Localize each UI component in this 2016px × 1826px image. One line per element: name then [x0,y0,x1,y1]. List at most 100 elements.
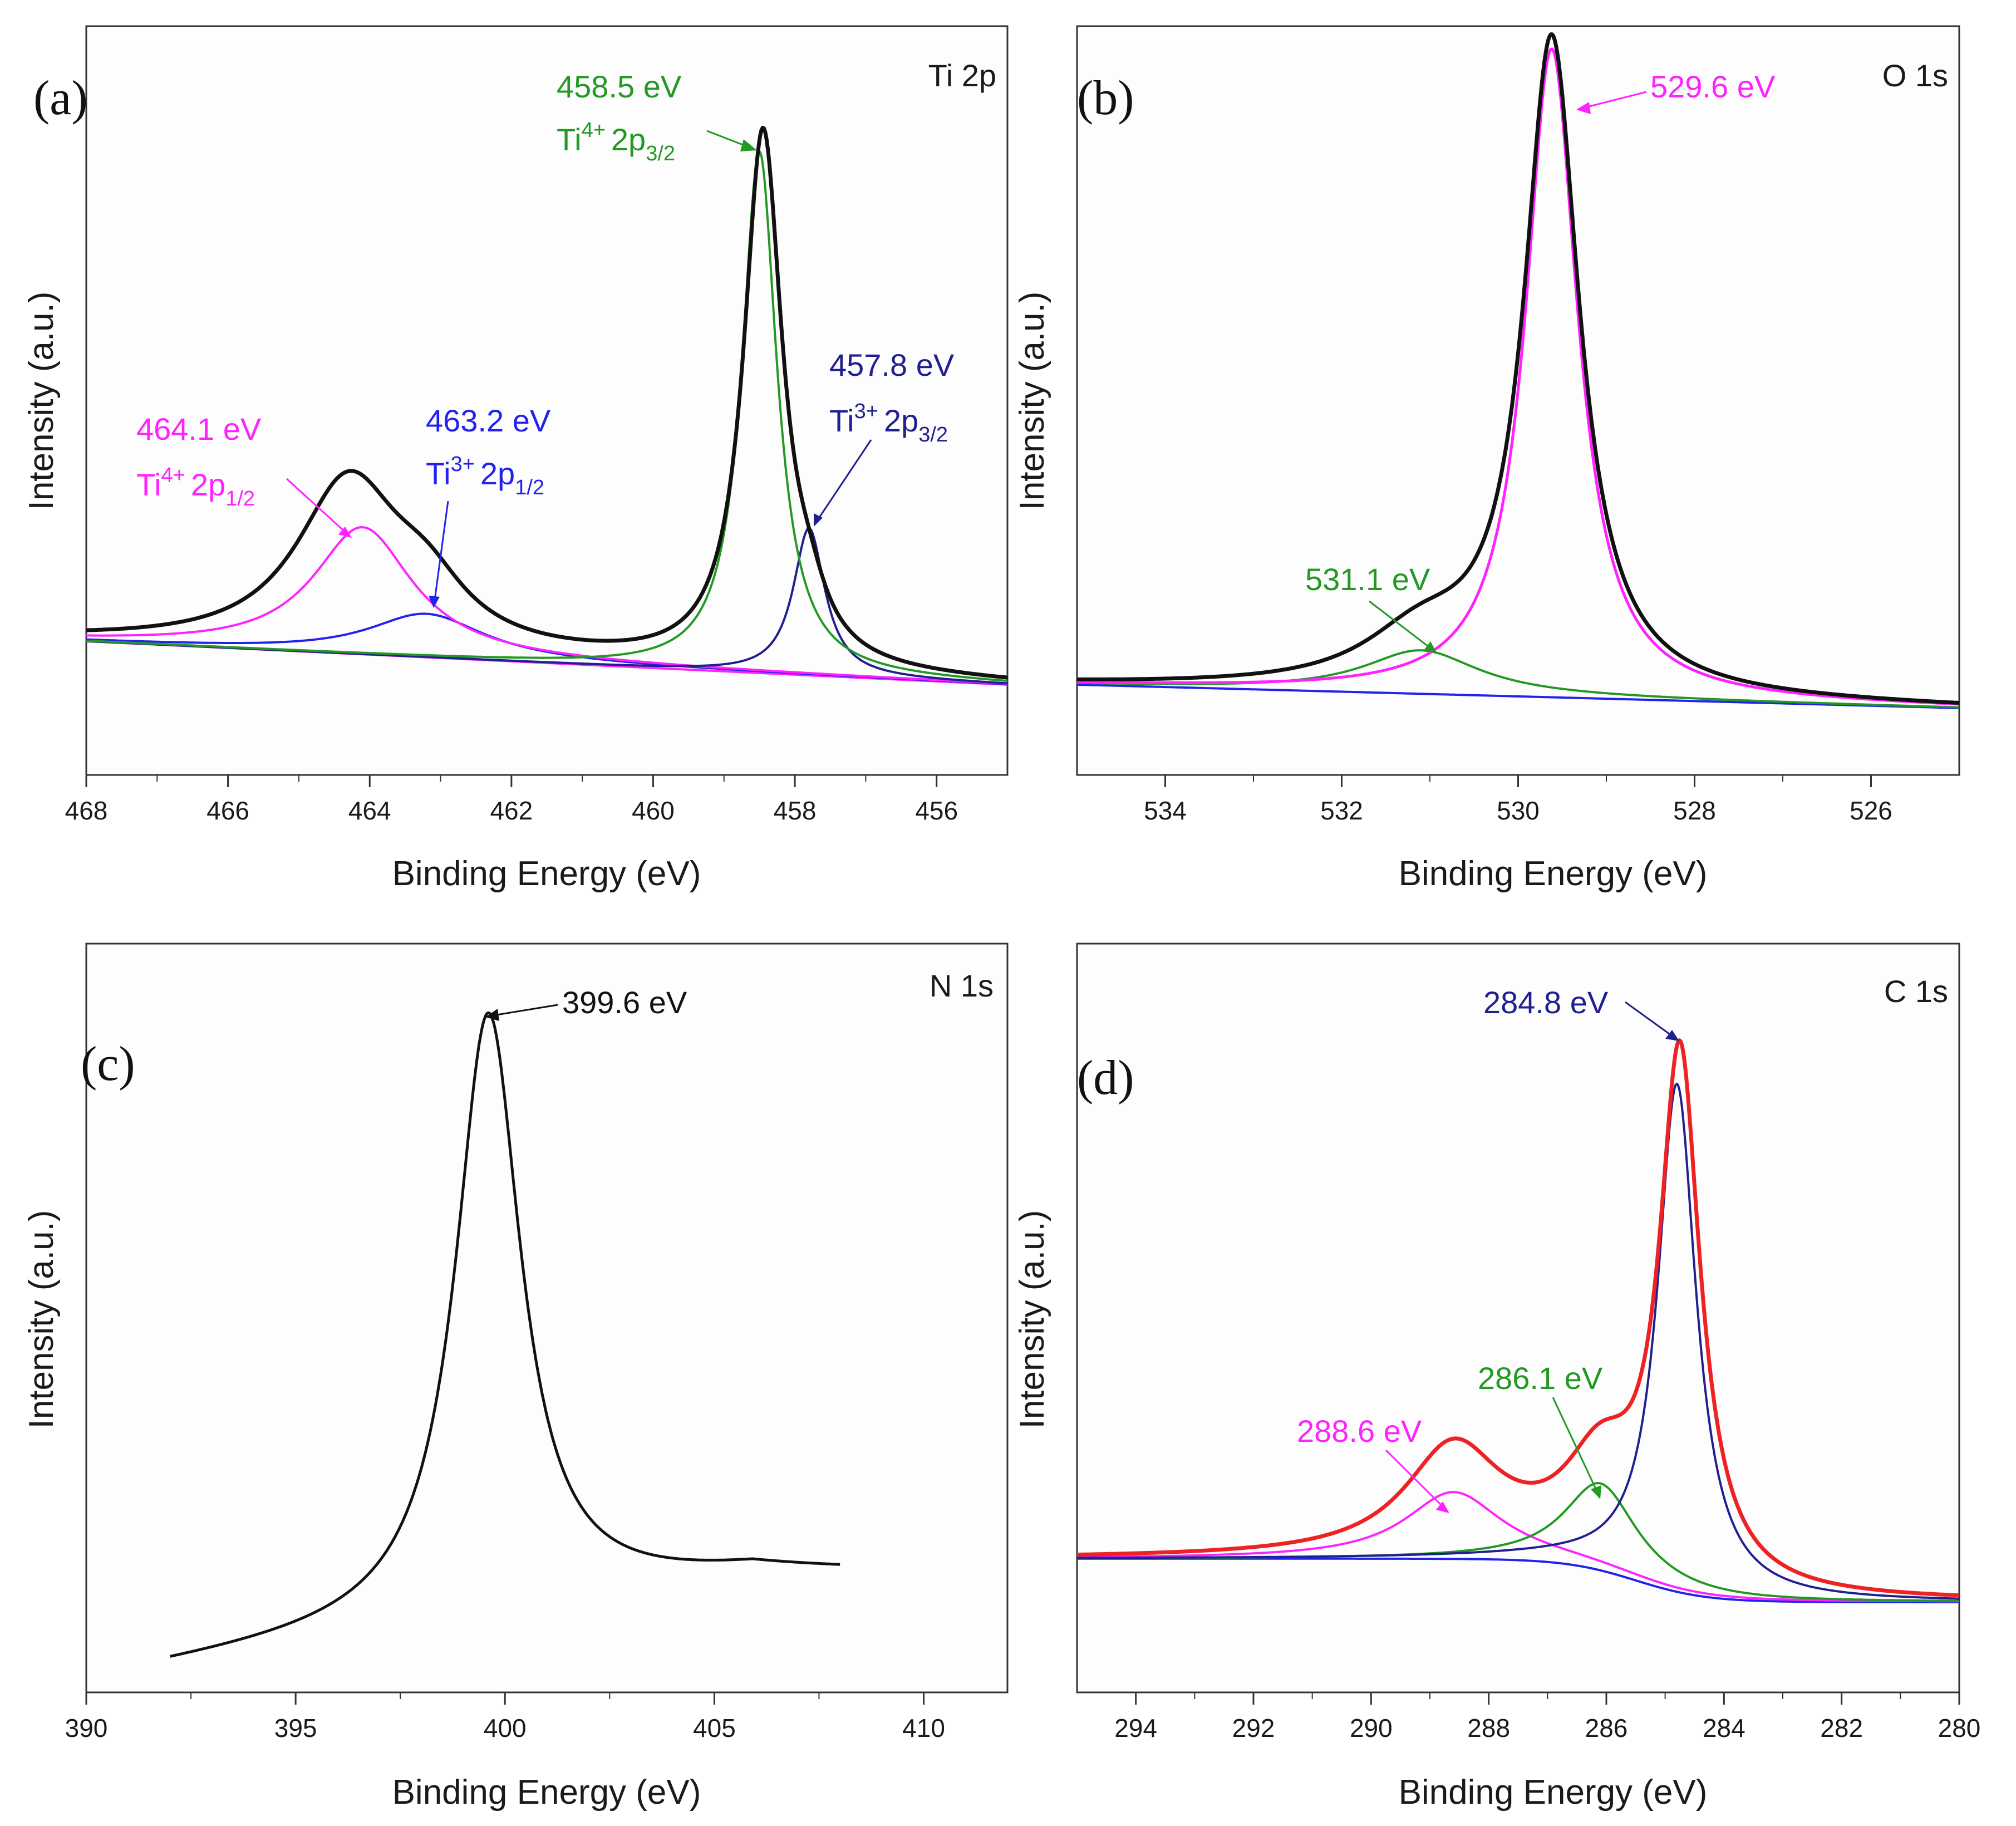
panel-a-annotation-463-2: 463.2 eV Ti3+ 2p1/2 [426,403,551,608]
species-ion: Ti [426,456,451,491]
annotation-arrowhead [1436,1501,1449,1513]
series-n-1s [169,1011,840,1658]
panel-b-x-ticks: 534 532 530 528 526 [1144,775,1892,825]
panel-a-curves [85,125,1009,686]
panel-c-x-ticks: 390 395 400 405 410 [65,1692,945,1742]
species-subshell: 3/2 [918,423,948,446]
panel-c-letter: (c) [81,1037,135,1091]
panel-d-x-ticks: 294 292 290 288 286 284 282 280 [1114,1692,1980,1742]
species-orbital: 2p [191,467,225,502]
series-background [1077,1557,1959,1603]
species-ion: Ti [829,403,854,438]
annotation-value: 286.1 eV [1478,1361,1603,1396]
annotation-arrow [1369,600,1434,651]
panel-d-x-axis-title: Binding Energy (eV) [1399,1773,1708,1812]
panel-d-letter: (d) [1077,1051,1134,1105]
x-tick-label: 294 [1114,1714,1157,1742]
x-tick-label: 286 [1585,1714,1628,1742]
x-tick-label: 456 [915,796,958,825]
panel-d-annotation-284-8: 284.8 eV [1483,985,1679,1041]
panel-d-frame [1076,943,1960,1694]
panel-b-letter: (b) [1077,71,1134,125]
annotation-arrowhead [1424,641,1437,654]
species-charge: 3+ [451,453,475,476]
annotation-value: 399.6 eV [562,985,687,1020]
species-charge: 3+ [854,400,878,423]
annotation-arrow [489,1004,558,1017]
panel-d-y-axis-title: Intensity (a.u.) [1013,1210,1051,1429]
panel-a-x-ticks: 468 466 464 462 460 458 456 [65,775,958,825]
x-tick-label: 528 [1673,796,1716,825]
annotation-value: 288.6 eV [1297,1413,1422,1449]
panel-a-element-label: Ti 2p [928,58,996,93]
annotation-arrow [1552,1397,1600,1495]
panel-b: 534 532 530 528 526 (b) O 1s Binding Energy … [1013,25,1960,893]
series-ti4-2p1-2 [86,526,1008,685]
annotation-value: 458.5 eV [557,69,682,104]
x-tick-label: 466 [206,796,249,825]
annotation-arrow [1385,1449,1447,1511]
x-tick-label: 290 [1350,1714,1393,1742]
series-284-8-ev-component [1077,1082,1960,1600]
species-orbital: 2p [611,122,646,157]
panel-c: 390 395 400 405 410 (c) N 1s Binding Energy … [22,943,1009,1812]
annotation-arrowhead [814,513,823,527]
x-tick-label: 526 [1850,796,1892,825]
panel-a-annotation-464-1: 464.1 eV Ti4+ 2p1/2 [136,411,352,538]
panel-c-annotation-399-6: 399.6 eV [485,985,687,1021]
species-subshell: 1/2 [225,487,255,511]
series-envelope [1076,32,1960,705]
annotation-arrowhead [485,1009,499,1021]
annotation-arrow [433,500,449,605]
annotation-arrowhead [1576,102,1591,114]
x-tick-label: 405 [693,1714,736,1742]
series-288-6-ev-component [1076,1491,1959,1603]
series-background [1077,683,1959,709]
x-tick-label: 400 [484,1714,527,1742]
annotation-value: 284.8 eV [1483,985,1609,1020]
panel-a-y-axis-title: Intensity (a.u.) [22,292,61,511]
panel-d-element-label: C 1s [1884,974,1948,1009]
panel-a: 468 466 464 462 460 458 456 (a) Ti 2p Binding … [22,25,1009,893]
panel-b-x-axis-title: Binding Energy (eV) [1399,855,1708,893]
x-tick-label: 284 [1703,1714,1745,1742]
annotation-species: Ti4+ 2p1/2 [136,464,255,511]
x-tick-label: 390 [65,1714,108,1742]
annotation-species: Ti3+ 2p1/2 [426,453,544,499]
species-subshell: 3/2 [646,142,675,165]
series-529-6-ev-component [1076,47,1960,706]
panel-a-letter: (a) [33,71,88,125]
annotation-arrowhead [1591,1485,1601,1499]
panel-c-x-axis-title: Binding Energy (eV) [392,1773,701,1812]
x-tick-label: 458 [774,796,817,825]
panel-d: 294 292 290 288 286 284 282 280 (d) C 1s Bindin… [1013,943,1980,1812]
species-charge: 4+ [582,119,606,142]
annotation-arrow [1625,1001,1676,1039]
panel-a-annotation-458-5: 458.5 eV Ti4+ 2p3/2 [557,69,757,165]
annotation-arrow [286,478,349,536]
panel-d-annotation-286-1: 286.1 eV [1478,1361,1603,1499]
x-tick-label: 534 [1144,796,1187,825]
series-ti4-2p3-2 [86,151,1008,682]
panel-c-element-label: N 1s [930,968,994,1003]
panel-b-curves [1076,32,1960,709]
annotation-value: 529.6 eV [1650,69,1776,104]
panel-b-y-axis-title: Intensity (a.u.) [1013,292,1051,511]
panel-d-curves [1076,1038,1960,1603]
x-tick-label: 460 [632,796,675,825]
x-tick-label: 532 [1320,796,1363,825]
species-orbital: 2p [884,403,918,438]
annotation-species: Ti4+ 2p3/2 [557,119,675,165]
panel-b-element-label: O 1s [1882,58,1948,93]
x-tick-label: 530 [1497,796,1540,825]
annotation-arrowhead [740,139,757,151]
annotation-arrow [1580,91,1647,110]
annotation-value: 464.1 eV [136,411,262,446]
species-charge: 4+ [161,464,185,487]
x-tick-label: 395 [274,1714,317,1742]
species-orbital: 2p [480,456,515,491]
panel-d-annotation-288-6: 288.6 eV [1297,1413,1449,1513]
annotation-arrowhead [1665,1030,1679,1041]
series-envelope [85,125,1009,680]
